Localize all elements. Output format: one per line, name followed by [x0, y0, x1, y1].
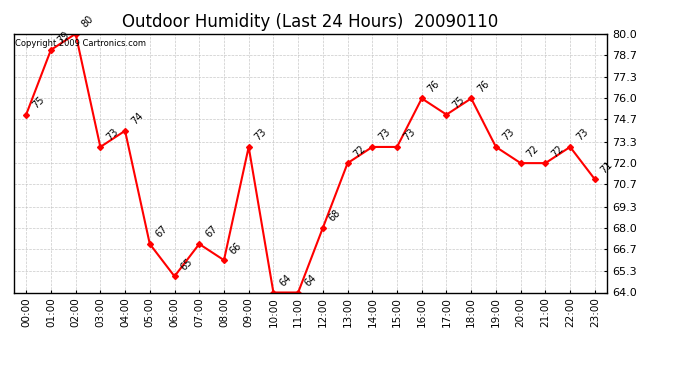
Text: 66: 66 — [228, 240, 244, 256]
Text: 64: 64 — [277, 273, 293, 288]
Text: 73: 73 — [253, 127, 268, 143]
Text: 64: 64 — [302, 273, 318, 288]
Text: 73: 73 — [401, 127, 417, 143]
Text: 65: 65 — [179, 256, 195, 272]
Text: 73: 73 — [500, 127, 516, 143]
Text: 67: 67 — [204, 224, 219, 240]
Title: Outdoor Humidity (Last 24 Hours)  20090110: Outdoor Humidity (Last 24 Hours) 2009011… — [122, 13, 499, 31]
Text: Copyright 2009 Cartronics.com: Copyright 2009 Cartronics.com — [15, 39, 146, 48]
Text: 72: 72 — [352, 143, 368, 159]
Text: 75: 75 — [30, 94, 46, 111]
Text: 73: 73 — [104, 127, 120, 143]
Text: 71: 71 — [599, 159, 615, 175]
Text: 72: 72 — [525, 143, 541, 159]
Text: 73: 73 — [574, 127, 590, 143]
Text: 73: 73 — [377, 127, 393, 143]
Text: 68: 68 — [327, 208, 343, 224]
Text: 75: 75 — [451, 94, 466, 111]
Text: 67: 67 — [154, 224, 170, 240]
Text: 79: 79 — [55, 30, 71, 46]
Text: 80: 80 — [80, 14, 95, 30]
Text: 76: 76 — [475, 78, 491, 94]
Text: 76: 76 — [426, 78, 442, 94]
Text: 74: 74 — [129, 111, 145, 127]
Text: 72: 72 — [549, 143, 566, 159]
